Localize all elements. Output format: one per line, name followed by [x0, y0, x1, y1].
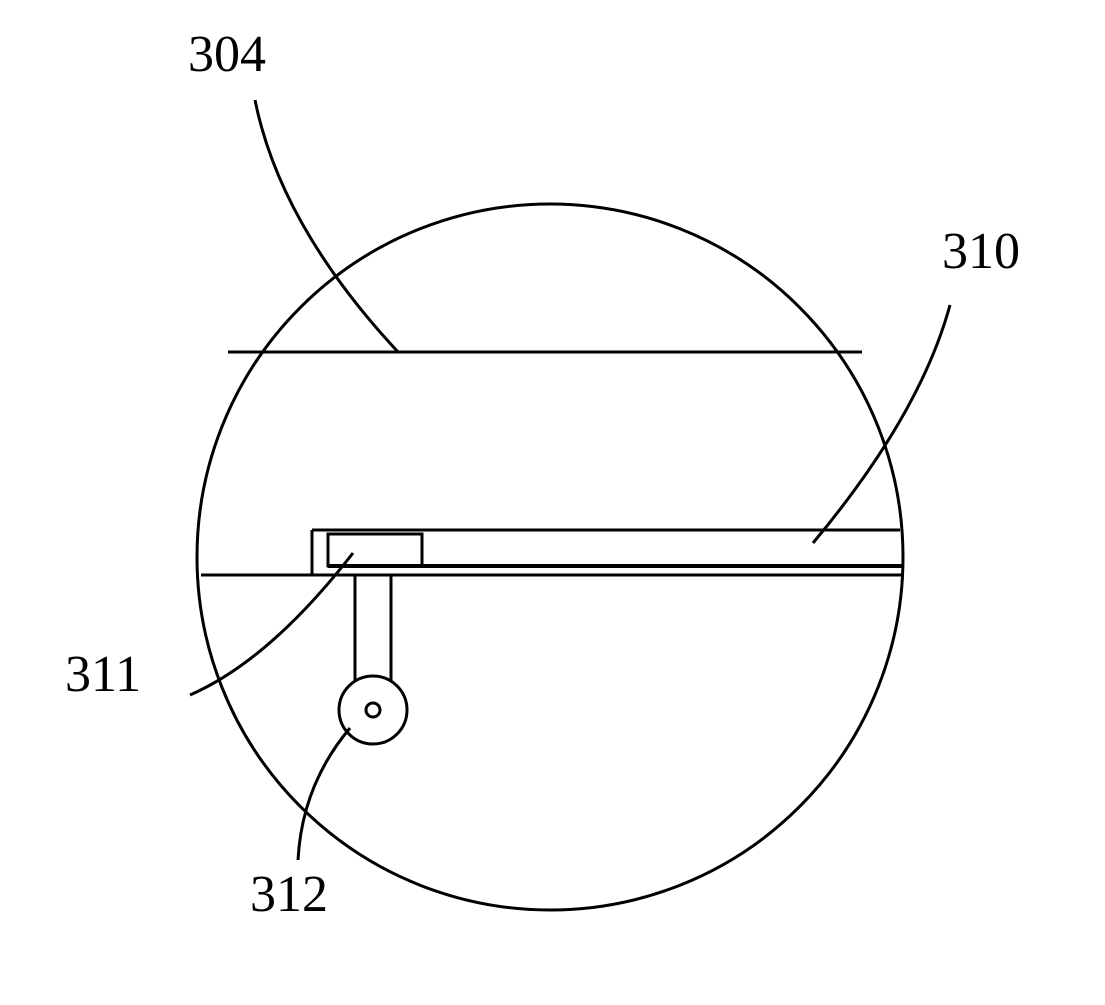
leader-304	[255, 100, 398, 352]
label-310: 310	[942, 222, 1020, 281]
leader-312	[298, 728, 350, 860]
label-312: 312	[250, 865, 328, 924]
diagram-canvas	[0, 0, 1105, 1005]
label-304: 304	[188, 25, 266, 84]
wheel-outer	[339, 676, 407, 744]
detail-circle	[197, 204, 903, 910]
label-311: 311	[65, 645, 141, 704]
slider-block	[328, 534, 422, 566]
leader-310	[813, 305, 950, 543]
